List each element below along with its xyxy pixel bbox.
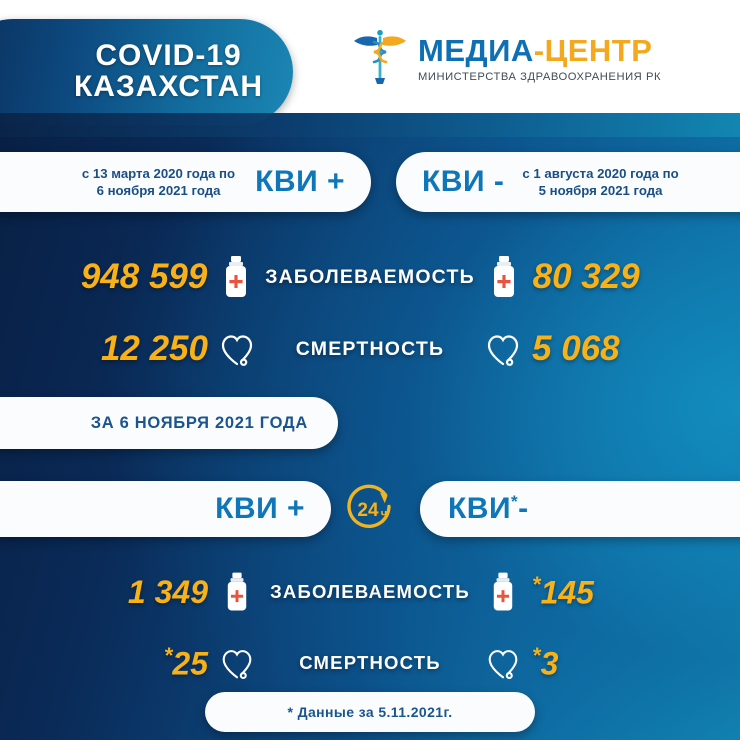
- daily-deaths-left-value-cell: *25: [0, 643, 208, 683]
- daily-cases-right-value: *145: [532, 572, 594, 612]
- daily-negative-label-text: КВИ: [448, 492, 512, 525]
- daily-negative-badge: КВИ*-: [420, 481, 740, 537]
- daily-cases-left-value: 1 349: [127, 573, 208, 610]
- cumulative-negative-period-line1: с 1 августа 2020 года по: [522, 165, 679, 181]
- cumulative-deaths-right-value: 5 068: [532, 329, 620, 368]
- daily-date-banner: ЗА 6 НОЯБРЯ 2021 ГОДА: [0, 397, 338, 449]
- daily-deaths-right-value-cell: *3: [532, 643, 740, 683]
- cumulative-deaths-label: СМЕРТНОСТЬ: [295, 337, 445, 360]
- cumulative-cases-row: 948 599 ЗАБОЛЕВАЕМОСТЬ 80 329: [0, 246, 740, 308]
- cumulative-deaths-right-value-cell: 5 068: [532, 329, 740, 369]
- title-line-1: COVID-19: [95, 39, 242, 73]
- logo-subtitle: МИНИСТЕРСТВА ЗДРАВООХРАНЕНИЯ РК: [418, 71, 662, 83]
- daily-deaths-right-number: 3: [540, 645, 559, 682]
- logo-wordmark: МЕДИА-ЦЕНТР: [418, 35, 661, 66]
- svg-text:24: 24: [357, 500, 379, 521]
- medicine-bottle-icon: [208, 571, 266, 613]
- cumulative-positive-badge: с 13 марта 2020 года по 6 ноября 2021 го…: [0, 152, 371, 212]
- medicine-bottle-icon: [207, 255, 265, 299]
- cumulative-cases-label-cell: ЗАБОЛЕВАЕМОСТЬ: [265, 266, 475, 289]
- daily-cases-left-value-cell: 1 349: [0, 574, 208, 611]
- header-accent-band: [0, 113, 740, 137]
- cumulative-deaths-label-cell: СМЕРТНОСТЬ: [266, 338, 474, 361]
- daily-date-text: ЗА 6 НОЯБРЯ 2021 ГОДА: [90, 413, 308, 432]
- cumulative-deaths-left-value-cell: 12 250: [0, 329, 208, 369]
- 24h-icon: 24 ч: [344, 482, 398, 536]
- cumulative-negative-period: с 1 августа 2020 года по 5 ноября 2021 г…: [522, 165, 678, 199]
- cumulative-negative-badge: КВИ - с 1 августа 2020 года по 5 ноября …: [396, 152, 740, 212]
- logo-wordmark-blue: МЕДИА: [418, 33, 534, 68]
- logo-wordmark-orange: -ЦЕНТР: [533, 33, 653, 68]
- cumulative-negative-period-line2: 5 ноября 2021 года: [538, 183, 663, 198]
- cumulative-cases-right-value: 80 329: [532, 257, 640, 296]
- media-center-logo: МЕДИА-ЦЕНТР МИНИСТЕРСТВА ЗДРАВООХРАНЕНИЯ…: [352, 16, 732, 102]
- daily-positive-badge: КВИ +: [0, 481, 331, 537]
- daily-cases-label: ЗАБОЛЕВАЕМОСТЬ: [270, 581, 470, 602]
- daily-deaths-left-number: 25: [172, 645, 208, 682]
- daily-negative-label: КВИ*-: [448, 492, 529, 526]
- daily-deaths-right-star: *: [532, 643, 541, 669]
- heart-icon: [474, 644, 532, 682]
- heart-icon: [208, 644, 266, 682]
- title-line-2: КАЗАХСТАН: [74, 70, 263, 103]
- footnote-text: * Данные за 5.11.2021г.: [287, 704, 453, 720]
- svg-text:ч: ч: [381, 508, 387, 520]
- page-title: COVID-19 КАЗАХСТАН: [74, 39, 293, 103]
- logo-text-block: МЕДИА-ЦЕНТР МИНИСТЕРСТВА ЗДРАВООХРАНЕНИЯ…: [418, 35, 661, 83]
- cumulative-cases-left-value: 948 599: [80, 257, 208, 296]
- daily-deaths-left-value: *25: [164, 643, 208, 683]
- heart-icon: [208, 329, 266, 369]
- daily-negative-label-sign: -: [518, 492, 529, 525]
- daily-deaths-label: СМЕРТНОСТЬ: [299, 652, 441, 673]
- daily-cases-label-cell: ЗАБОЛЕВАЕМОСТЬ: [266, 581, 474, 603]
- daily-deaths-row: *25 СМЕРТНОСТЬ *3: [0, 634, 740, 692]
- daily-cases-right-number: 145: [540, 574, 594, 611]
- cumulative-positive-period: с 13 марта 2020 года по 6 ноября 2021 го…: [82, 165, 235, 199]
- cumulative-positive-period-line1: с 13 марта 2020 года по: [81, 165, 236, 181]
- caduceus-icon: [352, 24, 408, 95]
- daily-negative-label-star: *: [511, 492, 519, 511]
- covid-title-badge: COVID-19 КАЗАХСТАН: [0, 19, 293, 125]
- daily-deaths-right-value: *3: [532, 643, 558, 683]
- cumulative-positive-period-line2: 6 ноября 2021 года: [96, 183, 221, 198]
- cumulative-cases-right-value-cell: 80 329: [533, 257, 740, 297]
- heart-icon: [474, 329, 532, 369]
- cumulative-cases-left-value-cell: 948 599: [0, 257, 208, 297]
- footnote-banner: * Данные за 5.11.2021г.: [205, 692, 535, 732]
- cumulative-negative-label: КВИ -: [422, 165, 505, 198]
- daily-cases-row: 1 349 ЗАБОЛЕВАЕМОСТЬ *145: [0, 562, 740, 622]
- daily-deaths-label-cell: СМЕРТНОСТЬ: [266, 652, 474, 674]
- daily-cases-right-star: *: [532, 572, 541, 598]
- cumulative-cases-label: ЗАБОЛЕВАЕМОСТЬ: [265, 265, 475, 288]
- daily-positive-label: КВИ +: [215, 492, 305, 525]
- medicine-bottle-icon: [475, 255, 533, 299]
- daily-deaths-left-star: *: [163, 643, 173, 669]
- cumulative-deaths-left-value: 12 250: [100, 329, 208, 368]
- medicine-bottle-icon: [474, 571, 532, 613]
- cumulative-positive-label: КВИ +: [255, 165, 345, 198]
- daily-cases-right-value-cell: *145: [532, 572, 740, 612]
- cumulative-deaths-row: 12 250 СМЕРТНОСТЬ 5 068: [0, 318, 740, 380]
